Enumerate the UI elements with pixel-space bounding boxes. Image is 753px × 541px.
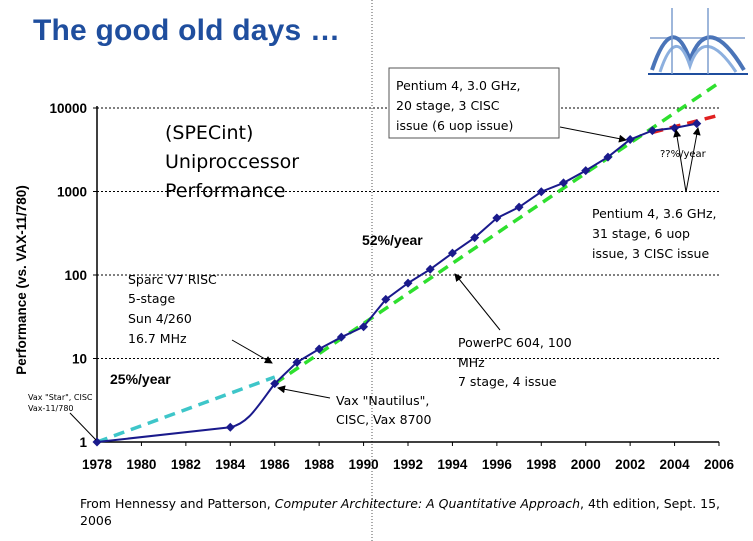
bridge-arch-logo-icon (648, 8, 748, 75)
annotation-sparc-line-1: Sparc V7 RISC (128, 272, 217, 287)
citation-prefix: From Hennessy and Patterson, (80, 496, 275, 511)
y-tick-label: 100 (64, 268, 87, 283)
data-point-marker (692, 119, 702, 129)
data-point-marker (470, 233, 480, 243)
chart-title-line-1: (SPECint) (165, 122, 253, 144)
data-point-marker (447, 248, 457, 258)
x-tick-label: 1998 (526, 457, 557, 472)
data-point-marker (403, 278, 413, 288)
data-point-marker (670, 123, 680, 133)
trend-line-unknown (651, 113, 720, 135)
citation-book-title: Computer Architecture: A Quantitative Ap… (274, 496, 581, 511)
data-point-marker (425, 264, 435, 274)
annotation-p4-30-line-1: Pentium 4, 3.0 GHz, (396, 78, 521, 93)
annotation-p4-36-line-1: Pentium 4, 3.6 GHz, (592, 206, 717, 221)
data-point-marker (381, 294, 391, 304)
annotation-nautilus-arrow (277, 385, 331, 399)
annotation-vax-star-line-1: Vax "Star", CISC (28, 393, 93, 402)
data-markers (92, 119, 702, 447)
annotation-powerpc-line-2: MHz (458, 355, 485, 370)
data-point-marker (225, 422, 235, 432)
trend-lines (96, 81, 720, 444)
citation-suffix: , 4th edition, Sept. 15, 2006 (80, 496, 721, 528)
y-tick-label: 10000 (49, 101, 87, 116)
data-point-marker (625, 135, 635, 145)
annotation-sparc-line-4: 16.7 MHz (128, 331, 187, 346)
x-tick-label: 1990 (349, 457, 379, 472)
annotation-p4-36-arrow-a (673, 129, 687, 193)
x-tick-label: 1978 (82, 457, 113, 472)
annotation-vax-star-arrow (69, 412, 97, 441)
data-point-marker (359, 322, 369, 332)
x-tick-label: 2006 (704, 457, 735, 472)
y-tick-label: 1000 (57, 185, 87, 200)
data-point-marker (514, 202, 524, 212)
x-tick-label: 1988 (304, 457, 335, 472)
trend-label-25: 25%/year (110, 371, 171, 387)
data-point-marker (603, 152, 613, 162)
annotation-p4-36-arrow-b (685, 127, 701, 193)
trend-label-unknown: ??%/year (660, 149, 707, 160)
data-point-marker (92, 437, 102, 447)
data-point-marker (559, 178, 568, 188)
annotation-nautilus-line-1: Vax "Nautilus", (336, 393, 429, 408)
annotation-sparc-line-2: 5-stage (128, 291, 175, 306)
axes (93, 106, 720, 446)
y-tick-label: 10 (72, 352, 87, 367)
annotation-nautilus-line-2: CISC, Vax 8700 (336, 412, 431, 427)
chart-title-line-3: Performance (165, 180, 285, 202)
annotation-powerpc-arrow (454, 273, 501, 331)
annotation-sparc-arrow (231, 339, 273, 364)
x-tick-label: 2002 (615, 457, 645, 472)
annotation-p4-30-line-3: issue (6 uop issue) (396, 118, 513, 133)
data-point-marker (536, 187, 546, 197)
x-tick-label: 1980 (126, 457, 156, 472)
trend-label-52: 52%/year (362, 232, 423, 248)
annotation-powerpc-line-3: 7 stage, 4 issue (458, 374, 557, 389)
x-tick-label: 2004 (660, 457, 691, 472)
x-tick-labels: 1978 1980 1982 1984 1986 1988 1990 1992 1994 1996… (82, 457, 735, 472)
performance-series-line (96, 122, 697, 443)
annotation-p4-36-line-2: 31 stage, 6 uop (592, 226, 690, 241)
y-tick-labels: 1 10 100 1000 10000 (49, 101, 87, 450)
data-point-marker (292, 357, 302, 367)
annotation-p4-30-arrow (559, 126, 627, 143)
x-tick-label: 2000 (571, 457, 601, 472)
data-point-marker (492, 213, 502, 223)
x-tick-label: 1994 (437, 457, 468, 472)
data-point-marker (314, 344, 324, 354)
trend-line-25 (96, 375, 276, 444)
y-axis-label: Performance (vs. VAX-11/780) (14, 185, 29, 375)
annotation-vax-star-line-2: Vax-11/780 (28, 404, 74, 413)
data-point-marker (336, 332, 346, 342)
annotation-p4-36-line-3: issue, 3 CISC issue (592, 246, 709, 261)
annotation-p4-30-line-2: 20 stage, 3 CISC (396, 98, 500, 113)
data-point-marker (270, 379, 280, 389)
data-point-marker (647, 126, 657, 136)
data-point-marker (581, 166, 591, 176)
y-tick-label: 1 (79, 435, 87, 450)
x-tick-label: 1996 (482, 457, 513, 472)
annotation-powerpc-line-1: PowerPC 604, 100 (458, 335, 572, 350)
annotation-sparc-line-3: Sun 4/260 (128, 311, 192, 326)
x-tick-label: 1982 (171, 457, 201, 472)
page-title: The good old days … (33, 14, 341, 47)
x-tick-label: 1992 (393, 457, 423, 472)
x-tick-label: 1984 (215, 457, 246, 472)
annotation-p4-30-box (388, 67, 560, 139)
citation: From Hennessy and Patterson, Computer Ar… (80, 495, 753, 529)
x-tick-label: 1986 (260, 457, 291, 472)
chart-title-line-2: Uniproccessor (165, 151, 299, 173)
